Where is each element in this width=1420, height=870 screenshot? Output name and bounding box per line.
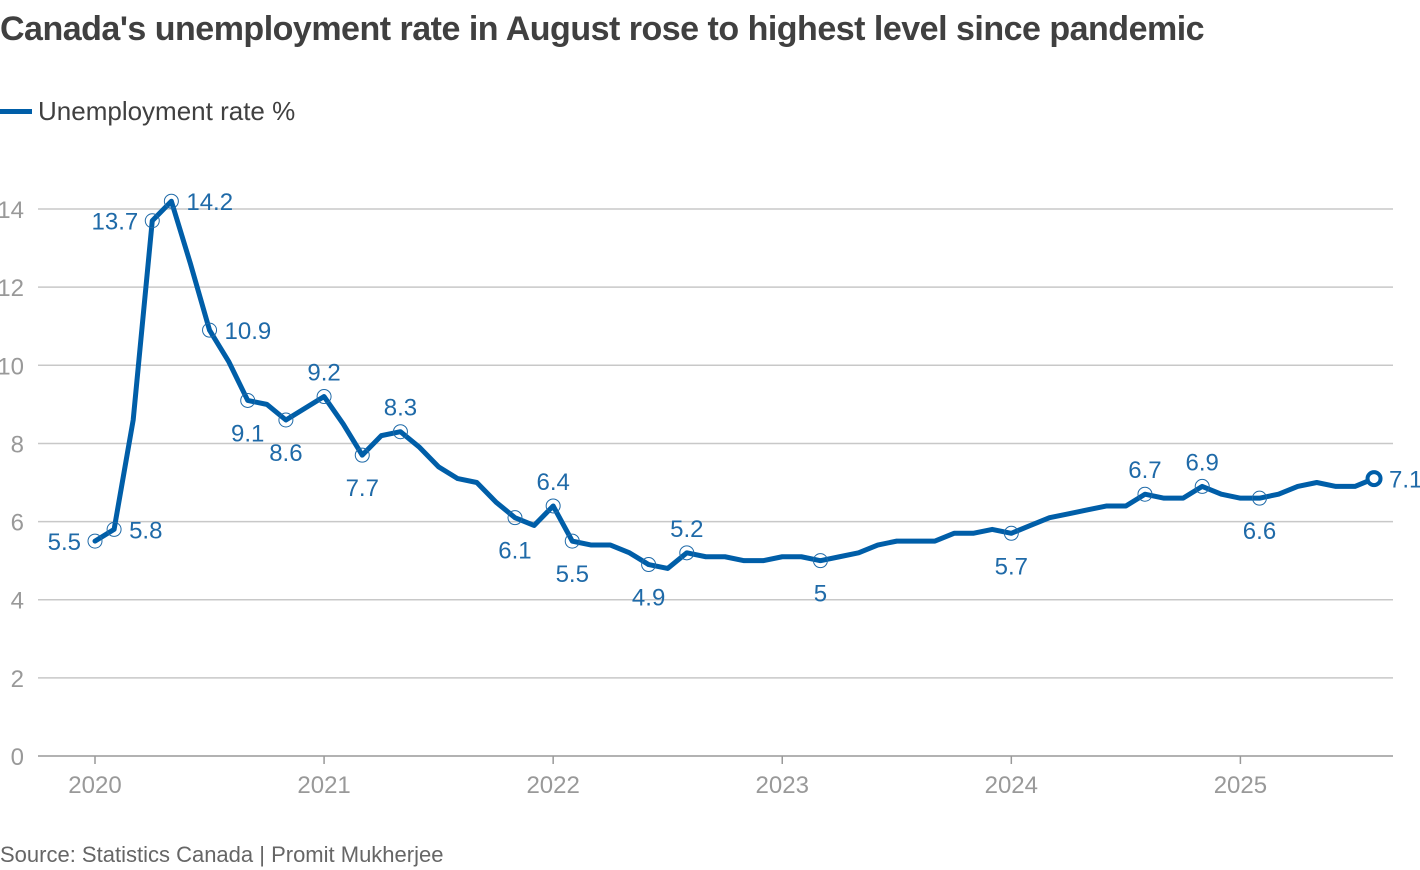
data-label: 10.9 [225,318,272,345]
data-label: 6.7 [1128,457,1161,484]
y-tick-label: 10 [0,353,24,380]
y-tick-label: 0 [11,744,24,771]
data-label: 5.5 [48,529,81,556]
data-label: 5 [814,581,827,608]
annotation-marker [1251,490,1267,506]
data-label: 6.6 [1243,518,1276,545]
x-tick-label: 2023 [756,772,809,799]
annotation-marker [545,498,561,514]
data-label: 5.5 [556,561,589,588]
data-label: 14.2 [186,189,233,216]
y-tick-label: 8 [11,431,24,458]
data-label: 6.1 [498,538,531,565]
annotation-marker [641,557,657,573]
source-note: Source: Statistics Canada | Promit Mukhe… [0,842,444,867]
x-tick-label: 2021 [297,772,350,799]
annotation-marker [392,424,408,440]
data-label: 5.7 [995,553,1028,580]
data-label: 8.6 [269,440,302,467]
data-label: 7.7 [346,475,379,502]
y-tick-label: 2 [11,666,24,693]
y-tick-label: 6 [11,510,24,537]
x-tick-label: 2024 [985,772,1038,799]
x-tick-label: 2022 [526,772,579,799]
annotation-marker [240,392,256,408]
highlight-marker [1365,470,1383,488]
data-label: 4.9 [632,585,665,612]
data-label: 7.1 [1389,467,1420,494]
y-tick-label: 12 [0,275,24,302]
x-tick-label: 2020 [68,772,121,799]
annotation-marker [812,553,828,569]
data-label: 8.3 [384,395,417,422]
legend-label: Unemployment rate % [38,96,296,126]
legend-swatch [0,109,32,114]
annotation-marker [144,213,160,229]
series-line [92,198,1377,571]
annotation-marker [87,533,103,549]
annotation-marker [106,521,122,537]
annotation-marker [163,193,179,209]
annotation-marker [1137,486,1153,502]
annotation-marker [354,447,370,463]
annotation-marker [507,510,523,526]
annotation-marker [316,389,332,405]
legend: Unemployment rate % [0,96,295,127]
data-label: 9.1 [231,420,264,447]
annotation-marker [679,545,695,561]
data-label: 5.8 [129,517,162,544]
annotation-marker [202,322,218,338]
data-label: 6.9 [1186,449,1219,476]
data-label: 13.7 [92,209,139,236]
data-label: 5.2 [670,516,703,543]
annotation-marker [278,412,294,428]
y-tick-label: 4 [11,588,24,615]
annotation-marker [1003,525,1019,541]
y-tick-label: 14 [0,197,24,224]
annotation-marker [1194,478,1210,494]
chart-title: Canada's unemployment rate in August ros… [0,10,1205,48]
data-label: 9.2 [307,360,340,387]
annotation-marker [564,533,580,549]
x-tick-label: 2025 [1214,772,1267,799]
data-label: 6.4 [536,469,569,496]
